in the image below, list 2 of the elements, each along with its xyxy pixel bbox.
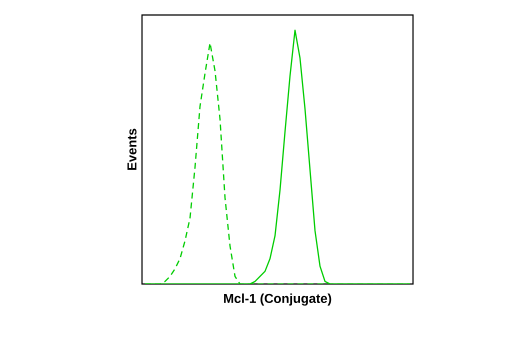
x-axis-title: Mcl-1 (Conjugate) <box>224 293 332 306</box>
y-axis-title: Events <box>127 128 136 170</box>
